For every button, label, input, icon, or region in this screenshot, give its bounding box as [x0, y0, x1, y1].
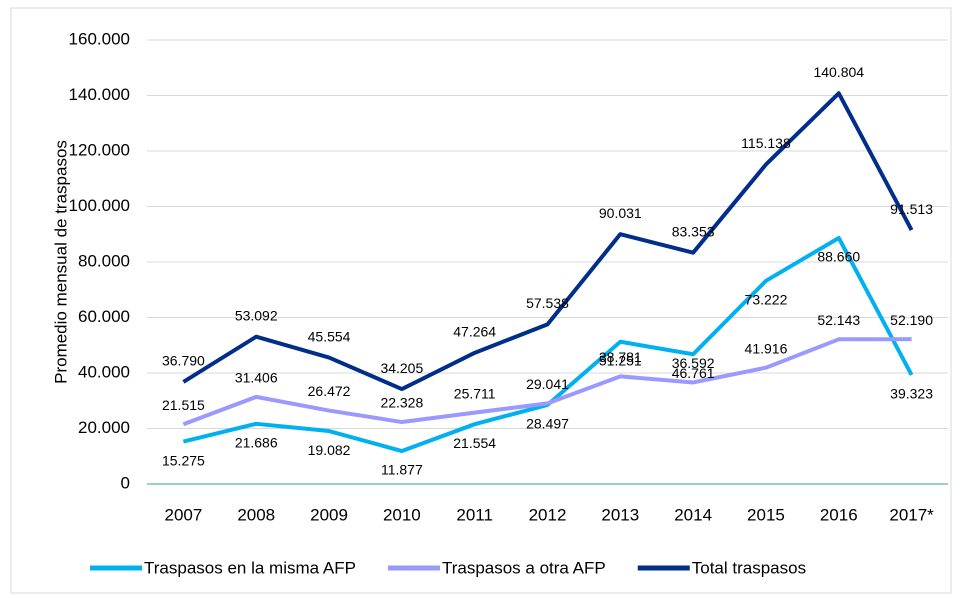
x-tick-label: 2015 — [747, 505, 785, 524]
legend-label: Total traspasos — [692, 558, 806, 577]
x-tick-label: 2007 — [164, 505, 202, 524]
data-label: 25.711 — [454, 385, 496, 401]
y-tick-label: 100.000 — [69, 196, 130, 215]
data-label: 15.275 — [162, 452, 205, 468]
data-label: 34.205 — [380, 360, 423, 376]
y-tick-label: 120.000 — [69, 140, 130, 159]
data-label: 21.554 — [453, 435, 496, 451]
data-label: 47.264 — [453, 324, 496, 340]
x-tick-label: 2016 — [820, 505, 858, 524]
data-label: 26.472 — [308, 383, 351, 399]
data-label: 115.138 — [741, 135, 791, 151]
y-tick-label: 20.000 — [78, 418, 130, 437]
legend-label: Traspasos a otra AFP — [442, 558, 606, 577]
data-label: 29.041 — [526, 376, 569, 392]
x-tick-label: 2013 — [601, 505, 639, 524]
data-label: 39.323 — [890, 386, 933, 402]
data-label: 36.592 — [672, 355, 715, 371]
data-label: 91.513 — [890, 201, 933, 217]
x-tick-label: 2012 — [529, 505, 567, 524]
x-tick-label: 2008 — [237, 505, 275, 524]
data-label: 53.092 — [235, 307, 278, 323]
data-label: 90.031 — [599, 205, 642, 221]
data-label: 52.190 — [890, 312, 933, 328]
x-tick-label: 2014 — [674, 505, 712, 524]
y-tick-label: 0 — [121, 473, 130, 492]
y-tick-label: 80.000 — [78, 251, 130, 270]
y-tick-label: 140.000 — [69, 85, 130, 104]
data-label: 51.251 — [599, 352, 642, 368]
data-label: 21.686 — [235, 435, 278, 451]
y-tick-label: 160.000 — [69, 29, 130, 48]
series-line — [182, 91, 914, 392]
x-tick-label: 2010 — [383, 505, 421, 524]
data-label: 11.877 — [381, 462, 423, 478]
data-label: 31.406 — [235, 370, 278, 386]
data-label: 57.538 — [526, 295, 569, 311]
data-label: 28.497 — [526, 416, 569, 432]
data-label: 19.082 — [308, 442, 351, 458]
data-label: 36.790 — [162, 353, 205, 369]
data-label: 41.916 — [745, 340, 788, 356]
x-tick-label: 2011 — [456, 505, 493, 524]
series-line — [182, 337, 912, 427]
data-label: 88.660 — [817, 249, 860, 265]
data-label: 38.781 — [599, 349, 642, 365]
y-tick-label: 40.000 — [78, 362, 130, 381]
chart-border — [10, 7, 952, 594]
data-label: 21.515 — [162, 397, 205, 413]
data-label: 73.222 — [745, 292, 788, 308]
legend-label: Traspasos en la misma AFP — [144, 558, 356, 577]
data-label: 52.143 — [817, 312, 860, 328]
data-label: 46.761 — [672, 365, 715, 381]
y-axis-label: Promedio mensual de traspasos — [51, 140, 70, 384]
data-label: 83.353 — [672, 223, 715, 239]
data-label: 140.804 — [813, 64, 864, 80]
data-label: 22.328 — [380, 395, 423, 411]
data-label: 45.554 — [308, 328, 351, 344]
y-tick-label: 60.000 — [78, 307, 130, 326]
x-tick-label: 2009 — [310, 505, 348, 524]
x-tick-label: 2017* — [889, 505, 934, 524]
